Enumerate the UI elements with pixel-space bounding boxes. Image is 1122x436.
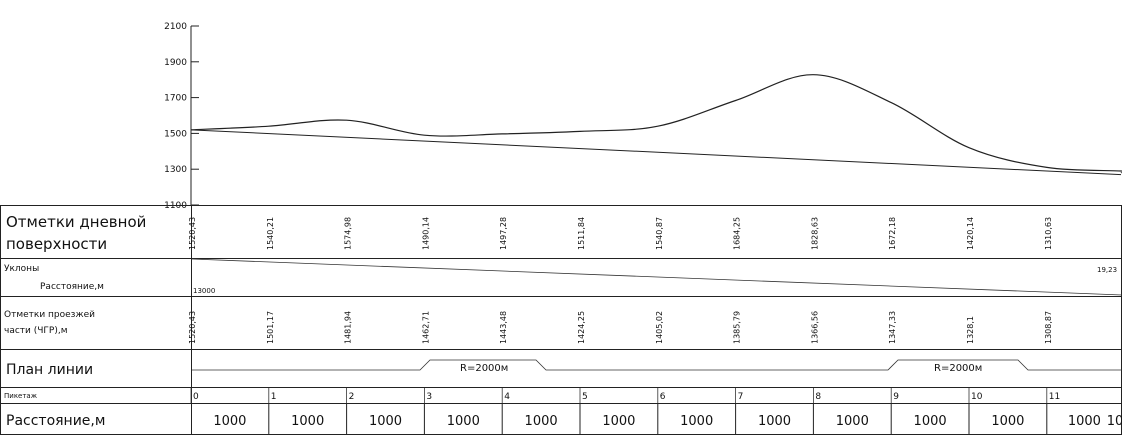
ground-elevation-value: 1310,63 — [1044, 217, 1053, 250]
slopes-label: Уклоны — [4, 264, 39, 274]
picket-row: 0 1 2 3 4 5 6 7 8 9 10 11 — [190, 388, 1060, 403]
y-tick-label: 1700 — [164, 94, 187, 104]
ground-label-line2: поверхности — [6, 235, 107, 253]
ground-elevation-value: 1540,21 — [266, 217, 275, 250]
profile-table: Отметки дневной поверхности Уклоны Расст… — [0, 205, 1122, 435]
ground-label-line1: Отметки дневной — [6, 213, 146, 231]
picket-number: 2 — [349, 392, 355, 402]
distance-value: 1000 — [602, 414, 635, 429]
distance-value: 1000 — [1107, 414, 1122, 429]
picket-number: 4 — [504, 392, 510, 402]
design-elevation-value: 1328,1 — [966, 316, 975, 344]
slopes-left-value: 13000 — [193, 287, 215, 295]
ground-elevation-value: 1511,84 — [577, 217, 586, 250]
design-elevation-value: 1481,94 — [344, 311, 353, 344]
design-elevation-value: 1405,02 — [655, 311, 664, 344]
table-border — [0, 205, 1122, 435]
slopes-right-value: 19,23 — [1097, 266, 1117, 274]
distance-value: 1000 — [680, 414, 713, 429]
ground-elevation-value: 1497,28 — [499, 217, 508, 250]
distance-value: 1000 — [914, 414, 947, 429]
design-label-line2: части (ЧГР),м — [4, 326, 68, 336]
design-elevation-value: 1462,71 — [421, 311, 430, 344]
curve-2-label: R=2000м — [934, 363, 982, 374]
picket-number: 7 — [738, 392, 744, 402]
y-tick-label: 2100 — [164, 22, 187, 32]
picket-number: 10 — [971, 392, 983, 402]
ground-elevation-value: 1520,43 — [188, 217, 197, 250]
distance-value: 1000 — [213, 414, 246, 429]
distance-label: Расстояние,м — [6, 413, 105, 429]
ground-elevation-value: 1540,87 — [655, 217, 664, 250]
y-tick-label: 1300 — [164, 165, 187, 175]
design-label-line1: Отметки проезжей — [4, 310, 95, 320]
design-elevation-value: 1424,25 — [577, 311, 586, 344]
picket-number: 11 — [1049, 392, 1060, 402]
distance-value: 1000 — [991, 414, 1024, 429]
curve-1-label: R=2000м — [460, 363, 508, 374]
ground-profile-line — [190, 74, 1122, 174]
ground-values: 1520,43 1540,21 1574,98 1490,14 1497,28 1511,… — [188, 217, 1053, 250]
slope-line — [191, 258, 1122, 296]
design-elevation-value: 1501,17 — [266, 311, 275, 344]
distance-row: 1000 1000 1000 1000 1000 1000 1000 1000 1000 1000… — [213, 404, 1122, 435]
design-grade-line — [190, 129, 1122, 176]
distance-value: 1000 — [758, 414, 791, 429]
picket-number: 8 — [815, 392, 821, 402]
ground-elevation-value: 1828,63 — [810, 217, 819, 250]
picket-label: Пикетаж — [4, 392, 38, 400]
ground-elevation-value: 1420,14 — [966, 217, 975, 250]
picket-number: 9 — [893, 392, 899, 402]
picket-number: 6 — [660, 392, 666, 402]
plan-label: План линии — [6, 362, 93, 378]
distance-value: 1000 — [1068, 414, 1101, 429]
design-elevation-value: 1347,33 — [888, 311, 897, 344]
distance-value: 1000 — [291, 414, 324, 429]
ground-elevation-value: 1490,14 — [421, 217, 430, 250]
picket-number: 3 — [426, 392, 432, 402]
distance-value: 1000 — [525, 414, 558, 429]
design-values: 1520,43 1501,17 1481,94 1462,71 1443,48 1424,… — [188, 311, 1053, 344]
distance-value: 1000 — [369, 414, 402, 429]
picket-number: 5 — [582, 392, 588, 402]
distance-value: 1000 — [836, 414, 869, 429]
y-tick-label: 1900 — [164, 58, 187, 68]
picket-number: 1 — [271, 392, 277, 402]
ground-elevation-value: 1672,18 — [888, 217, 897, 250]
distance-value: 1000 — [447, 414, 480, 429]
design-elevation-value: 1443,48 — [499, 311, 508, 344]
slopes-distance-label: Расстояние,м — [40, 282, 104, 292]
ground-elevation-value: 1684,25 — [733, 217, 742, 250]
design-elevation-value: 1308,87 — [1044, 311, 1053, 344]
plan-line — [192, 359, 1122, 371]
picket-number: 0 — [193, 392, 199, 402]
y-tick-label: 1500 — [164, 129, 187, 139]
design-elevation-value: 1520,43 — [188, 311, 197, 344]
design-elevation-value: 1385,79 — [733, 311, 742, 344]
design-elevation-value: 1366,56 — [810, 311, 819, 344]
ground-elevation-value: 1574,98 — [344, 217, 353, 250]
